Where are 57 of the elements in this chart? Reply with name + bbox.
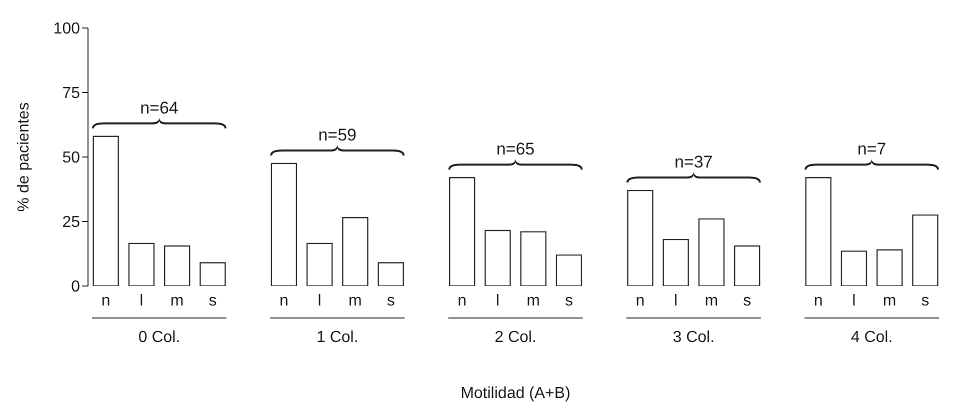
bar [556,254,582,286]
x-tick-label: m [526,292,540,310]
bar [200,262,226,286]
x-tick-label: s [743,292,752,310]
annotation: n=65 [496,140,535,159]
x-tick-label: s [921,292,930,310]
bar [342,217,368,286]
bar [164,245,190,286]
annotation: n=64 [140,98,178,118]
bar [448,177,476,286]
bar [306,242,333,286]
bar [520,231,546,286]
annotation: n=7 [857,140,886,159]
text: 4 Col. [850,329,893,346]
text: 2 Col. [494,329,536,346]
x-tick-label: m [882,292,896,310]
text: 1 Col. [316,329,358,346]
x-tick-label: m [704,292,718,310]
bar [484,230,511,286]
x-tick-label: n [814,292,823,310]
text: 0 Col. [138,329,180,346]
y-tick-label: 100 [53,20,80,38]
text: 3 Col. [672,329,715,346]
bar [378,262,404,286]
bar [662,238,689,286]
bar [805,177,832,286]
x-tick-label: s [208,292,217,310]
y-tick-label: 0 [71,278,80,296]
x-tick-label: l [140,292,144,310]
bar [128,242,155,286]
x-tick-label: l [852,292,856,310]
bar [627,190,654,286]
bar [734,245,760,286]
bar [840,250,868,286]
x-tick-label: n [458,292,467,310]
x-tick-label: l [496,292,500,310]
x-tick-label: n [101,292,110,310]
annotation: n=59 [318,125,357,144]
y-tick-label: 25 [62,214,80,232]
x-tick-label: l [674,292,678,310]
x-tick-label: n [279,292,288,310]
y-tick-label: 75 [62,85,80,102]
x-tick-label: s [564,292,573,310]
x-tick-label: n [636,292,645,310]
y-tick-label: 50 [62,150,80,167]
bar [876,249,903,286]
bar [912,214,938,286]
annotation: n=37 [674,152,713,172]
x-axis-title: Motilidad (A+B) [460,385,570,402]
x-tick-label: m [170,292,184,310]
x-tick-label: l [318,292,322,310]
bar [270,162,298,286]
x-tick-label: s [386,292,395,310]
x-tick-label: m [348,292,362,310]
bar [92,136,119,286]
bar [698,218,725,286]
y-axis-title: % de pacientes [16,102,33,212]
